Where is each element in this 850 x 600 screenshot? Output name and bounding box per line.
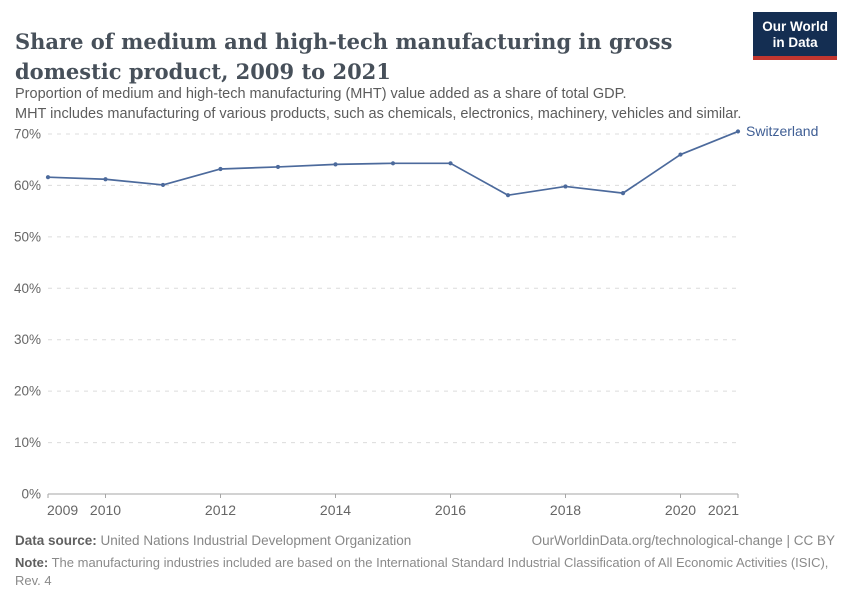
line-chart[interactable]: 0% 10% 20% 30% 40% 50% 60% 70% 2009 2010 2012 2014 2… bbox=[0, 118, 850, 522]
x-axis-tick-label: 2020 bbox=[665, 502, 696, 518]
chart-title: Share of medium and high-tech manufactur… bbox=[15, 29, 673, 84]
data-point[interactable] bbox=[218, 166, 223, 172]
data-source-value: United Nations Industrial Development Or… bbox=[100, 533, 412, 548]
y-axis-tick-label: 10% bbox=[14, 435, 41, 450]
chart-note-label: Note: bbox=[15, 555, 49, 570]
attribution-link[interactable]: OurWorldinData.org/technological-change … bbox=[531, 533, 835, 548]
data-point[interactable] bbox=[333, 162, 338, 167]
x-axis-tick-label: 2010 bbox=[90, 502, 121, 518]
data-point[interactable] bbox=[620, 191, 626, 196]
data-point[interactable] bbox=[735, 129, 741, 134]
chart-subtitle: Proportion of medium and high-tech manuf… bbox=[15, 84, 815, 124]
y-axis-tick-label: 50% bbox=[14, 229, 41, 244]
x-axis-tick-label: 2021 bbox=[708, 502, 739, 518]
chart-note: Note: The manufacturing industries inclu… bbox=[15, 554, 831, 590]
x-axis-tick-label: 2016 bbox=[435, 502, 466, 518]
y-axis-tick-label: 20% bbox=[14, 384, 41, 399]
chart-note-value: The manufacturing industries included ar… bbox=[15, 555, 829, 588]
x-axis-tick-label: 2018 bbox=[550, 502, 581, 518]
data-point[interactable] bbox=[678, 152, 683, 157]
y-axis-tick-label: 0% bbox=[21, 487, 41, 502]
data-point[interactable] bbox=[45, 175, 51, 180]
chart-subtitle-line1: Proportion of medium and high-tech manuf… bbox=[15, 86, 627, 102]
data-point[interactable] bbox=[103, 177, 108, 182]
x-axis-tick-label: 2012 bbox=[205, 502, 236, 518]
x-axis-tick-label: 2014 bbox=[320, 502, 351, 518]
owid-logo[interactable]: Our World in Data bbox=[753, 12, 837, 60]
y-axis-tick-label: 60% bbox=[14, 178, 41, 193]
data-point[interactable] bbox=[505, 193, 511, 198]
data-point[interactable] bbox=[448, 161, 453, 166]
data-source-label: Data source: bbox=[15, 533, 97, 548]
chart-subtitle-line2: MHT includes manufacturing of various pr… bbox=[15, 106, 742, 122]
data-source: Data source: United Nations Industrial D… bbox=[15, 533, 411, 548]
y-axis-tick-label: 40% bbox=[14, 281, 41, 296]
y-axis-tick-label: 70% bbox=[14, 127, 41, 142]
y-axis-tick-label: 30% bbox=[14, 332, 41, 347]
data-point[interactable] bbox=[563, 184, 568, 189]
entity-label[interactable]: Switzerland bbox=[746, 123, 818, 139]
data-point[interactable] bbox=[390, 161, 396, 166]
data-point[interactable] bbox=[275, 164, 281, 170]
owid-logo-line2: in Data bbox=[772, 34, 818, 50]
data-point[interactable] bbox=[160, 182, 166, 188]
owid-logo-line1: Our World bbox=[762, 19, 828, 34]
chart-footer: Data source: United Nations Industrial D… bbox=[15, 533, 835, 548]
x-axis-tick-label: 2009 bbox=[47, 502, 78, 518]
